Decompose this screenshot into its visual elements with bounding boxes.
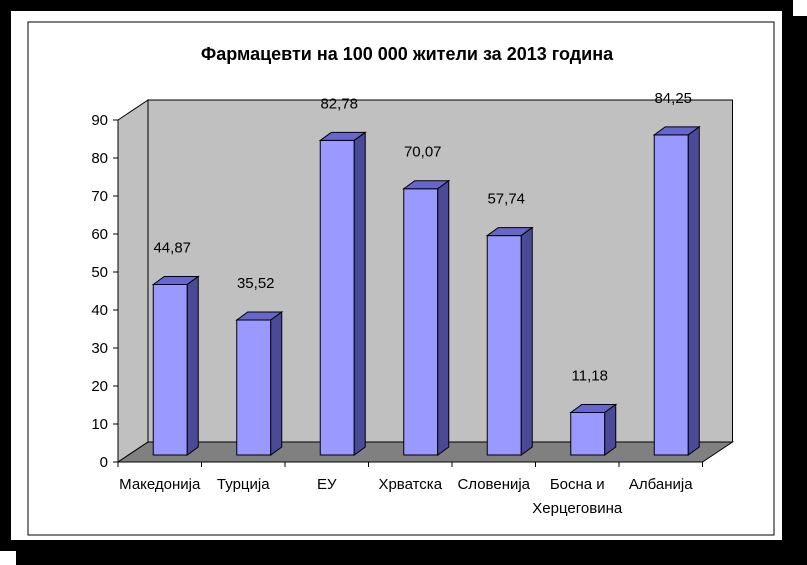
x-tick-label: Македонија	[119, 476, 201, 493]
y-tick-label: 80	[91, 150, 108, 167]
y-tick-label: 40	[91, 302, 108, 319]
side-wall	[117, 99, 149, 463]
y-tick-label: 0	[100, 454, 108, 471]
y-tick-label: 20	[91, 378, 108, 395]
y-tick-label: 50	[91, 264, 108, 281]
x-tick-label: Херцеговина	[532, 500, 623, 517]
bar-front	[653, 134, 689, 456]
y-tick-label: 60	[91, 226, 108, 243]
plot-area: 0 10 20 30 40 50 60 70 80 90 44,87 35,52 82,78 70,07 5…	[91, 90, 735, 517]
bar-side	[270, 311, 283, 456]
bar-front	[486, 235, 522, 456]
data-label: 44,87	[153, 239, 191, 256]
x-tick-label: Босна и	[550, 476, 605, 493]
bar-side	[437, 179, 450, 456]
bar-front	[319, 139, 355, 456]
data-label: 84,25	[654, 90, 692, 107]
x-tick-label: Хрватска	[378, 476, 442, 493]
bar-side	[687, 125, 700, 456]
x-tick-label: Турција	[217, 476, 270, 493]
x-tick-label: Словенија	[457, 476, 530, 493]
bar-side	[353, 131, 366, 456]
bar-side	[520, 226, 533, 456]
data-label: 57,74	[487, 191, 525, 208]
chart-inner-border	[27, 21, 775, 536]
x-tick-label: ЕУ	[317, 476, 337, 493]
x-tick-label: Албанија	[629, 476, 693, 493]
data-label: 11,18	[572, 368, 608, 385]
data-label: 35,52	[237, 275, 275, 292]
y-tick-label: 90	[91, 112, 108, 129]
bar-side	[604, 403, 617, 456]
bar-side	[186, 275, 199, 456]
data-label: 82,78	[320, 95, 358, 112]
y-tick-label: 30	[91, 340, 108, 357]
data-label: 70,07	[404, 144, 442, 161]
bar-front	[403, 188, 439, 456]
bar-front	[152, 283, 188, 456]
bar-front	[236, 319, 272, 456]
chart-title: Фармацевти на 100 000 жители за 2013 год…	[201, 44, 614, 64]
y-tick-label: 70	[91, 188, 108, 205]
y-tick-label: 10	[91, 416, 108, 433]
bar-front	[570, 412, 606, 456]
